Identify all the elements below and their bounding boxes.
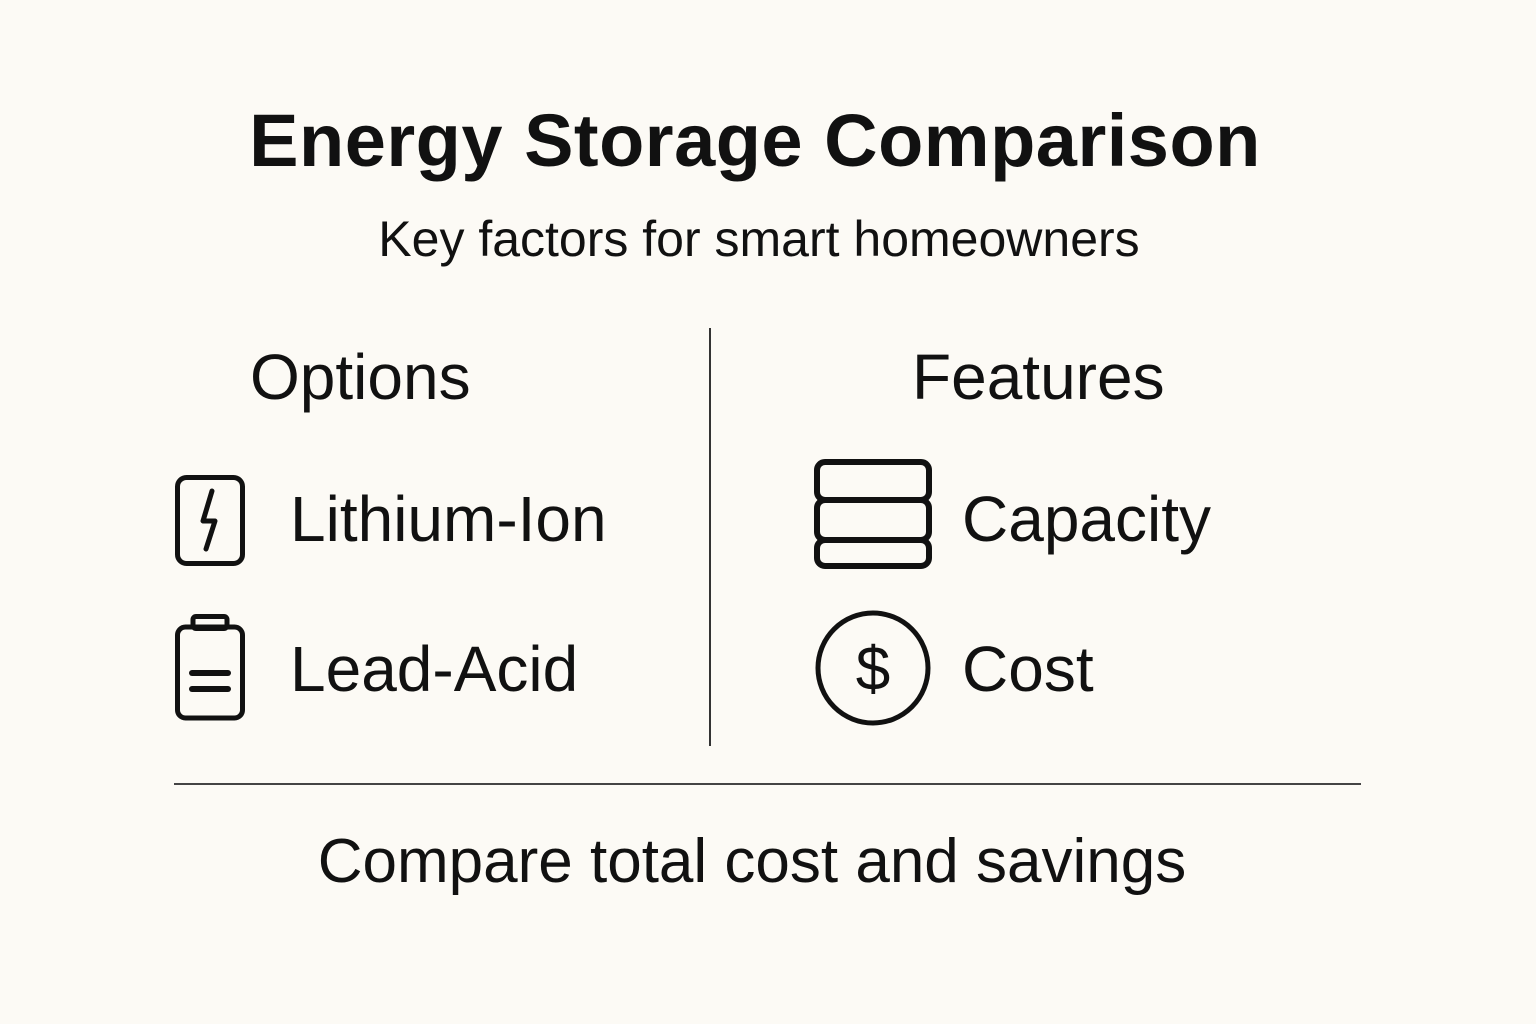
lightning-battery-icon — [175, 475, 245, 566]
svg-text:$: $ — [856, 635, 890, 704]
footer-text: Compare total cost and savings — [317, 827, 1187, 896]
stacked-layers-icon — [814, 459, 932, 569]
column-divider — [709, 328, 711, 746]
page-title: Energy Storage Comparison — [249, 99, 1261, 182]
features-heading: Features — [912, 341, 1165, 413]
footer-divider — [174, 783, 1361, 785]
page-subtitle: Key factors for smart homeowners — [378, 211, 1140, 267]
option-lithium-ion: Lithium-Ion — [290, 483, 607, 555]
battery-icon — [175, 614, 245, 721]
option-lead-acid: Lead-Acid — [290, 633, 579, 705]
feature-cost: Cost — [962, 633, 1094, 705]
options-heading: Options — [250, 341, 471, 413]
feature-capacity: Capacity — [962, 483, 1211, 555]
dollar-coin-icon: $ — [815, 610, 931, 726]
